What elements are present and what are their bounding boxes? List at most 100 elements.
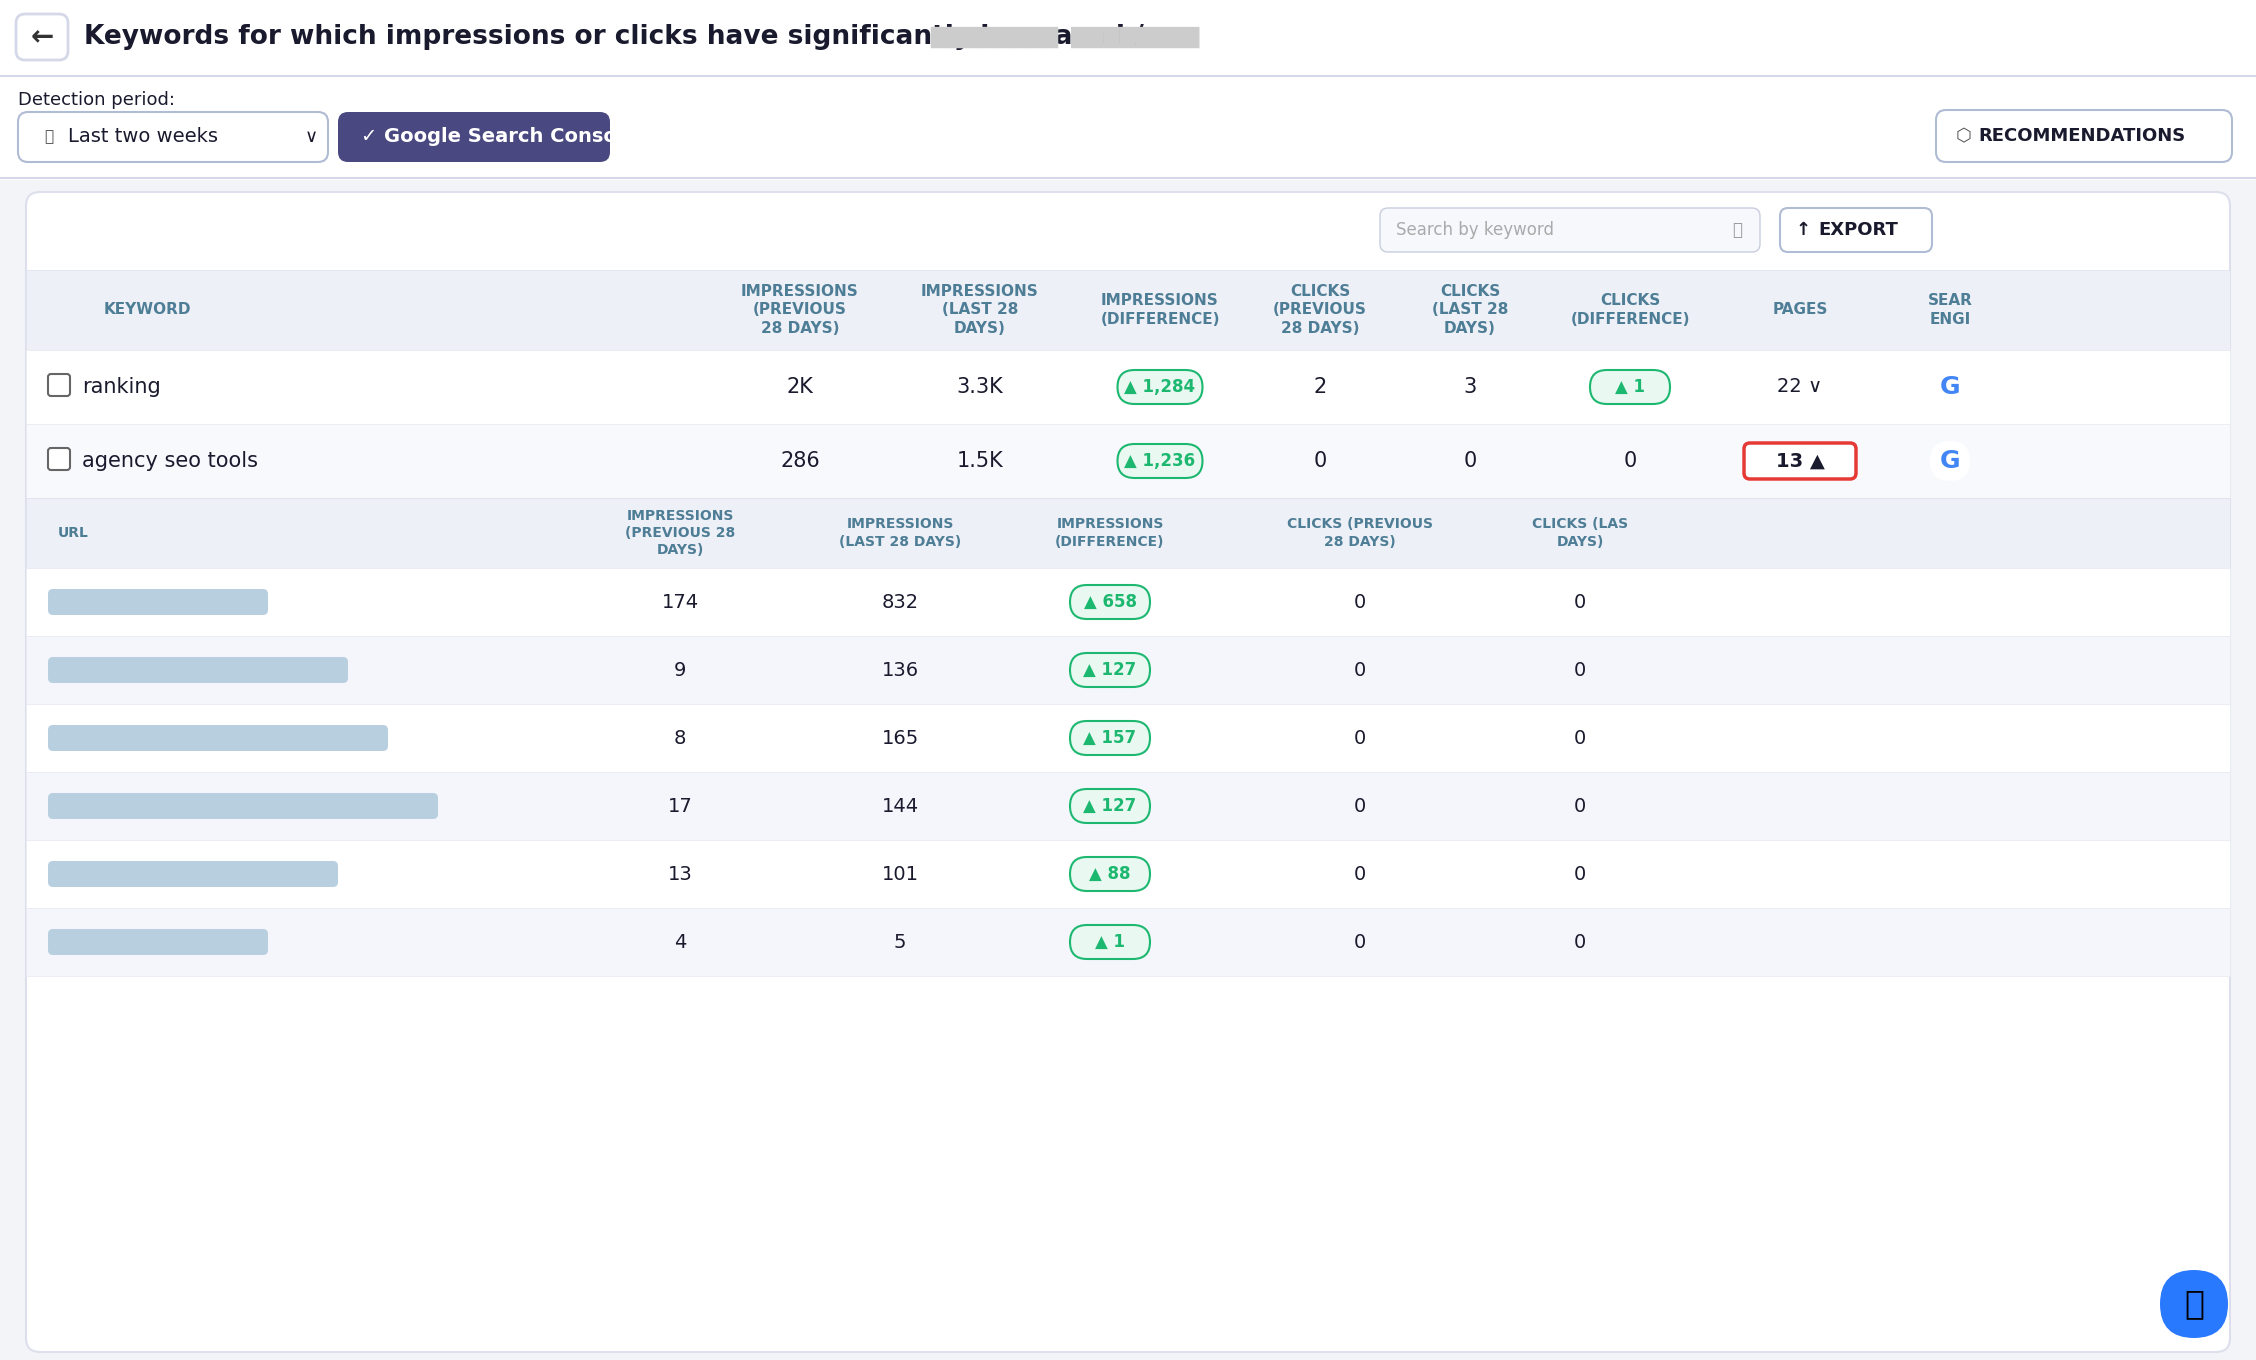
FancyBboxPatch shape <box>1590 370 1669 404</box>
FancyBboxPatch shape <box>47 374 70 396</box>
Text: RECOMMENDATIONS: RECOMMENDATIONS <box>1979 126 2186 146</box>
Text: 0: 0 <box>1354 797 1367 816</box>
FancyBboxPatch shape <box>1069 925 1151 959</box>
Text: 0: 0 <box>1354 661 1367 680</box>
Text: 0: 0 <box>1575 729 1586 748</box>
FancyBboxPatch shape <box>47 725 388 751</box>
Text: 0: 0 <box>1464 452 1478 471</box>
FancyBboxPatch shape <box>1069 653 1151 687</box>
Text: 144: 144 <box>882 797 918 816</box>
Text: ▲ 88: ▲ 88 <box>1090 865 1130 883</box>
Bar <box>27 350 2229 424</box>
Text: 0: 0 <box>1354 593 1367 612</box>
Text: CLICKS (PREVIOUS
28 DAYS): CLICKS (PREVIOUS 28 DAYS) <box>1286 517 1433 548</box>
Text: IMPRESSIONS
(PREVIOUS
28 DAYS): IMPRESSIONS (PREVIOUS 28 DAYS) <box>742 284 860 336</box>
FancyBboxPatch shape <box>1069 789 1151 823</box>
Text: ⬡: ⬡ <box>1956 126 1972 146</box>
Text: IMPRESSIONS
(LAST 28
DAYS): IMPRESSIONS (LAST 28 DAYS) <box>920 284 1038 336</box>
Text: G: G <box>1940 449 1960 473</box>
Text: URL: URL <box>59 526 88 540</box>
Text: 13: 13 <box>668 865 693 884</box>
Text: ████████  ████████: ████████ ████████ <box>929 26 1200 48</box>
FancyBboxPatch shape <box>1381 208 1760 252</box>
FancyBboxPatch shape <box>1117 443 1202 477</box>
Text: EXPORT: EXPORT <box>1818 220 1897 239</box>
Text: ✓: ✓ <box>361 128 377 147</box>
Text: 0: 0 <box>1575 865 1586 884</box>
Text: 0: 0 <box>1624 452 1636 471</box>
Bar <box>27 568 2229 636</box>
Text: ▲ 127: ▲ 127 <box>1083 797 1137 815</box>
Bar <box>27 772 2229 840</box>
FancyBboxPatch shape <box>1744 443 1857 479</box>
FancyBboxPatch shape <box>1069 585 1151 619</box>
Text: 0: 0 <box>1354 729 1367 748</box>
Bar <box>0 0 2256 73</box>
Text: 3.3K: 3.3K <box>957 377 1004 397</box>
Text: ranking: ranking <box>81 377 160 397</box>
Text: CLICKS
(PREVIOUS
28 DAYS): CLICKS (PREVIOUS 28 DAYS) <box>1272 284 1367 336</box>
Text: 17: 17 <box>668 797 693 816</box>
Text: 💬: 💬 <box>2184 1288 2204 1321</box>
Text: 0: 0 <box>1575 933 1586 952</box>
Text: ▲ 127: ▲ 127 <box>1083 661 1137 679</box>
Text: 832: 832 <box>882 593 918 612</box>
Text: 0: 0 <box>1575 797 1586 816</box>
Bar <box>27 908 2229 976</box>
FancyBboxPatch shape <box>1929 441 1969 481</box>
Text: ▲ 1: ▲ 1 <box>1094 933 1126 951</box>
Text: 165: 165 <box>882 729 918 748</box>
FancyBboxPatch shape <box>1069 721 1151 755</box>
FancyBboxPatch shape <box>1117 370 1202 404</box>
FancyBboxPatch shape <box>47 793 438 819</box>
Bar <box>27 498 2229 568</box>
Text: ▲ 1,236: ▲ 1,236 <box>1123 452 1196 471</box>
Text: 13 ▲: 13 ▲ <box>1775 452 1825 471</box>
FancyBboxPatch shape <box>1069 857 1151 891</box>
FancyBboxPatch shape <box>2159 1270 2229 1338</box>
Text: ▲ 1: ▲ 1 <box>1615 378 1645 396</box>
Text: Detection period:: Detection period: <box>18 91 176 109</box>
Text: IMPRESSIONS
(PREVIOUS 28
DAYS): IMPRESSIONS (PREVIOUS 28 DAYS) <box>625 509 735 558</box>
FancyBboxPatch shape <box>16 14 68 60</box>
Bar <box>0 180 2256 1360</box>
Text: 5: 5 <box>893 933 907 952</box>
Text: 0: 0 <box>1575 661 1586 680</box>
Text: CLICKS (LAS
DAYS): CLICKS (LAS DAYS) <box>1532 517 1629 548</box>
FancyBboxPatch shape <box>338 112 609 162</box>
Text: IMPRESSIONS
(DIFFERENCE): IMPRESSIONS (DIFFERENCE) <box>1056 517 1164 548</box>
FancyBboxPatch shape <box>47 929 268 955</box>
Text: 101: 101 <box>882 865 918 884</box>
FancyBboxPatch shape <box>47 447 70 471</box>
Text: Google Search Console: Google Search Console <box>384 128 636 147</box>
Text: Search by keyword: Search by keyword <box>1396 220 1554 239</box>
Text: KEYWORD: KEYWORD <box>104 302 192 317</box>
Text: 174: 174 <box>661 593 699 612</box>
Text: 9: 9 <box>675 661 686 680</box>
Text: SEAR
ENGI: SEAR ENGI <box>1927 294 1972 326</box>
Text: 0: 0 <box>1313 452 1327 471</box>
Text: Keywords for which impressions or clicks have significantly increased /: Keywords for which impressions or clicks… <box>83 24 1144 50</box>
Text: 0: 0 <box>1575 593 1586 612</box>
Text: 2K: 2K <box>787 377 814 397</box>
Text: 1.5K: 1.5K <box>957 452 1004 471</box>
Text: 22 ∨: 22 ∨ <box>1778 378 1823 397</box>
FancyBboxPatch shape <box>27 192 2229 1352</box>
Text: CLICKS
(DIFFERENCE): CLICKS (DIFFERENCE) <box>1570 294 1690 326</box>
Text: IMPRESSIONS
(LAST 28 DAYS): IMPRESSIONS (LAST 28 DAYS) <box>839 517 961 548</box>
Text: 0: 0 <box>1354 933 1367 952</box>
Text: 136: 136 <box>882 661 918 680</box>
FancyBboxPatch shape <box>47 589 268 615</box>
FancyBboxPatch shape <box>47 861 338 887</box>
Text: 286: 286 <box>781 452 819 471</box>
Text: 3: 3 <box>1464 377 1478 397</box>
Bar <box>27 424 2229 498</box>
Text: 4: 4 <box>675 933 686 952</box>
Text: ▲ 658: ▲ 658 <box>1083 593 1137 611</box>
FancyBboxPatch shape <box>1929 367 1969 407</box>
Bar <box>27 271 2229 350</box>
FancyBboxPatch shape <box>18 112 327 162</box>
Text: 8: 8 <box>675 729 686 748</box>
Text: ▲ 1,284: ▲ 1,284 <box>1123 378 1196 396</box>
Text: ↑: ↑ <box>1796 220 1812 239</box>
